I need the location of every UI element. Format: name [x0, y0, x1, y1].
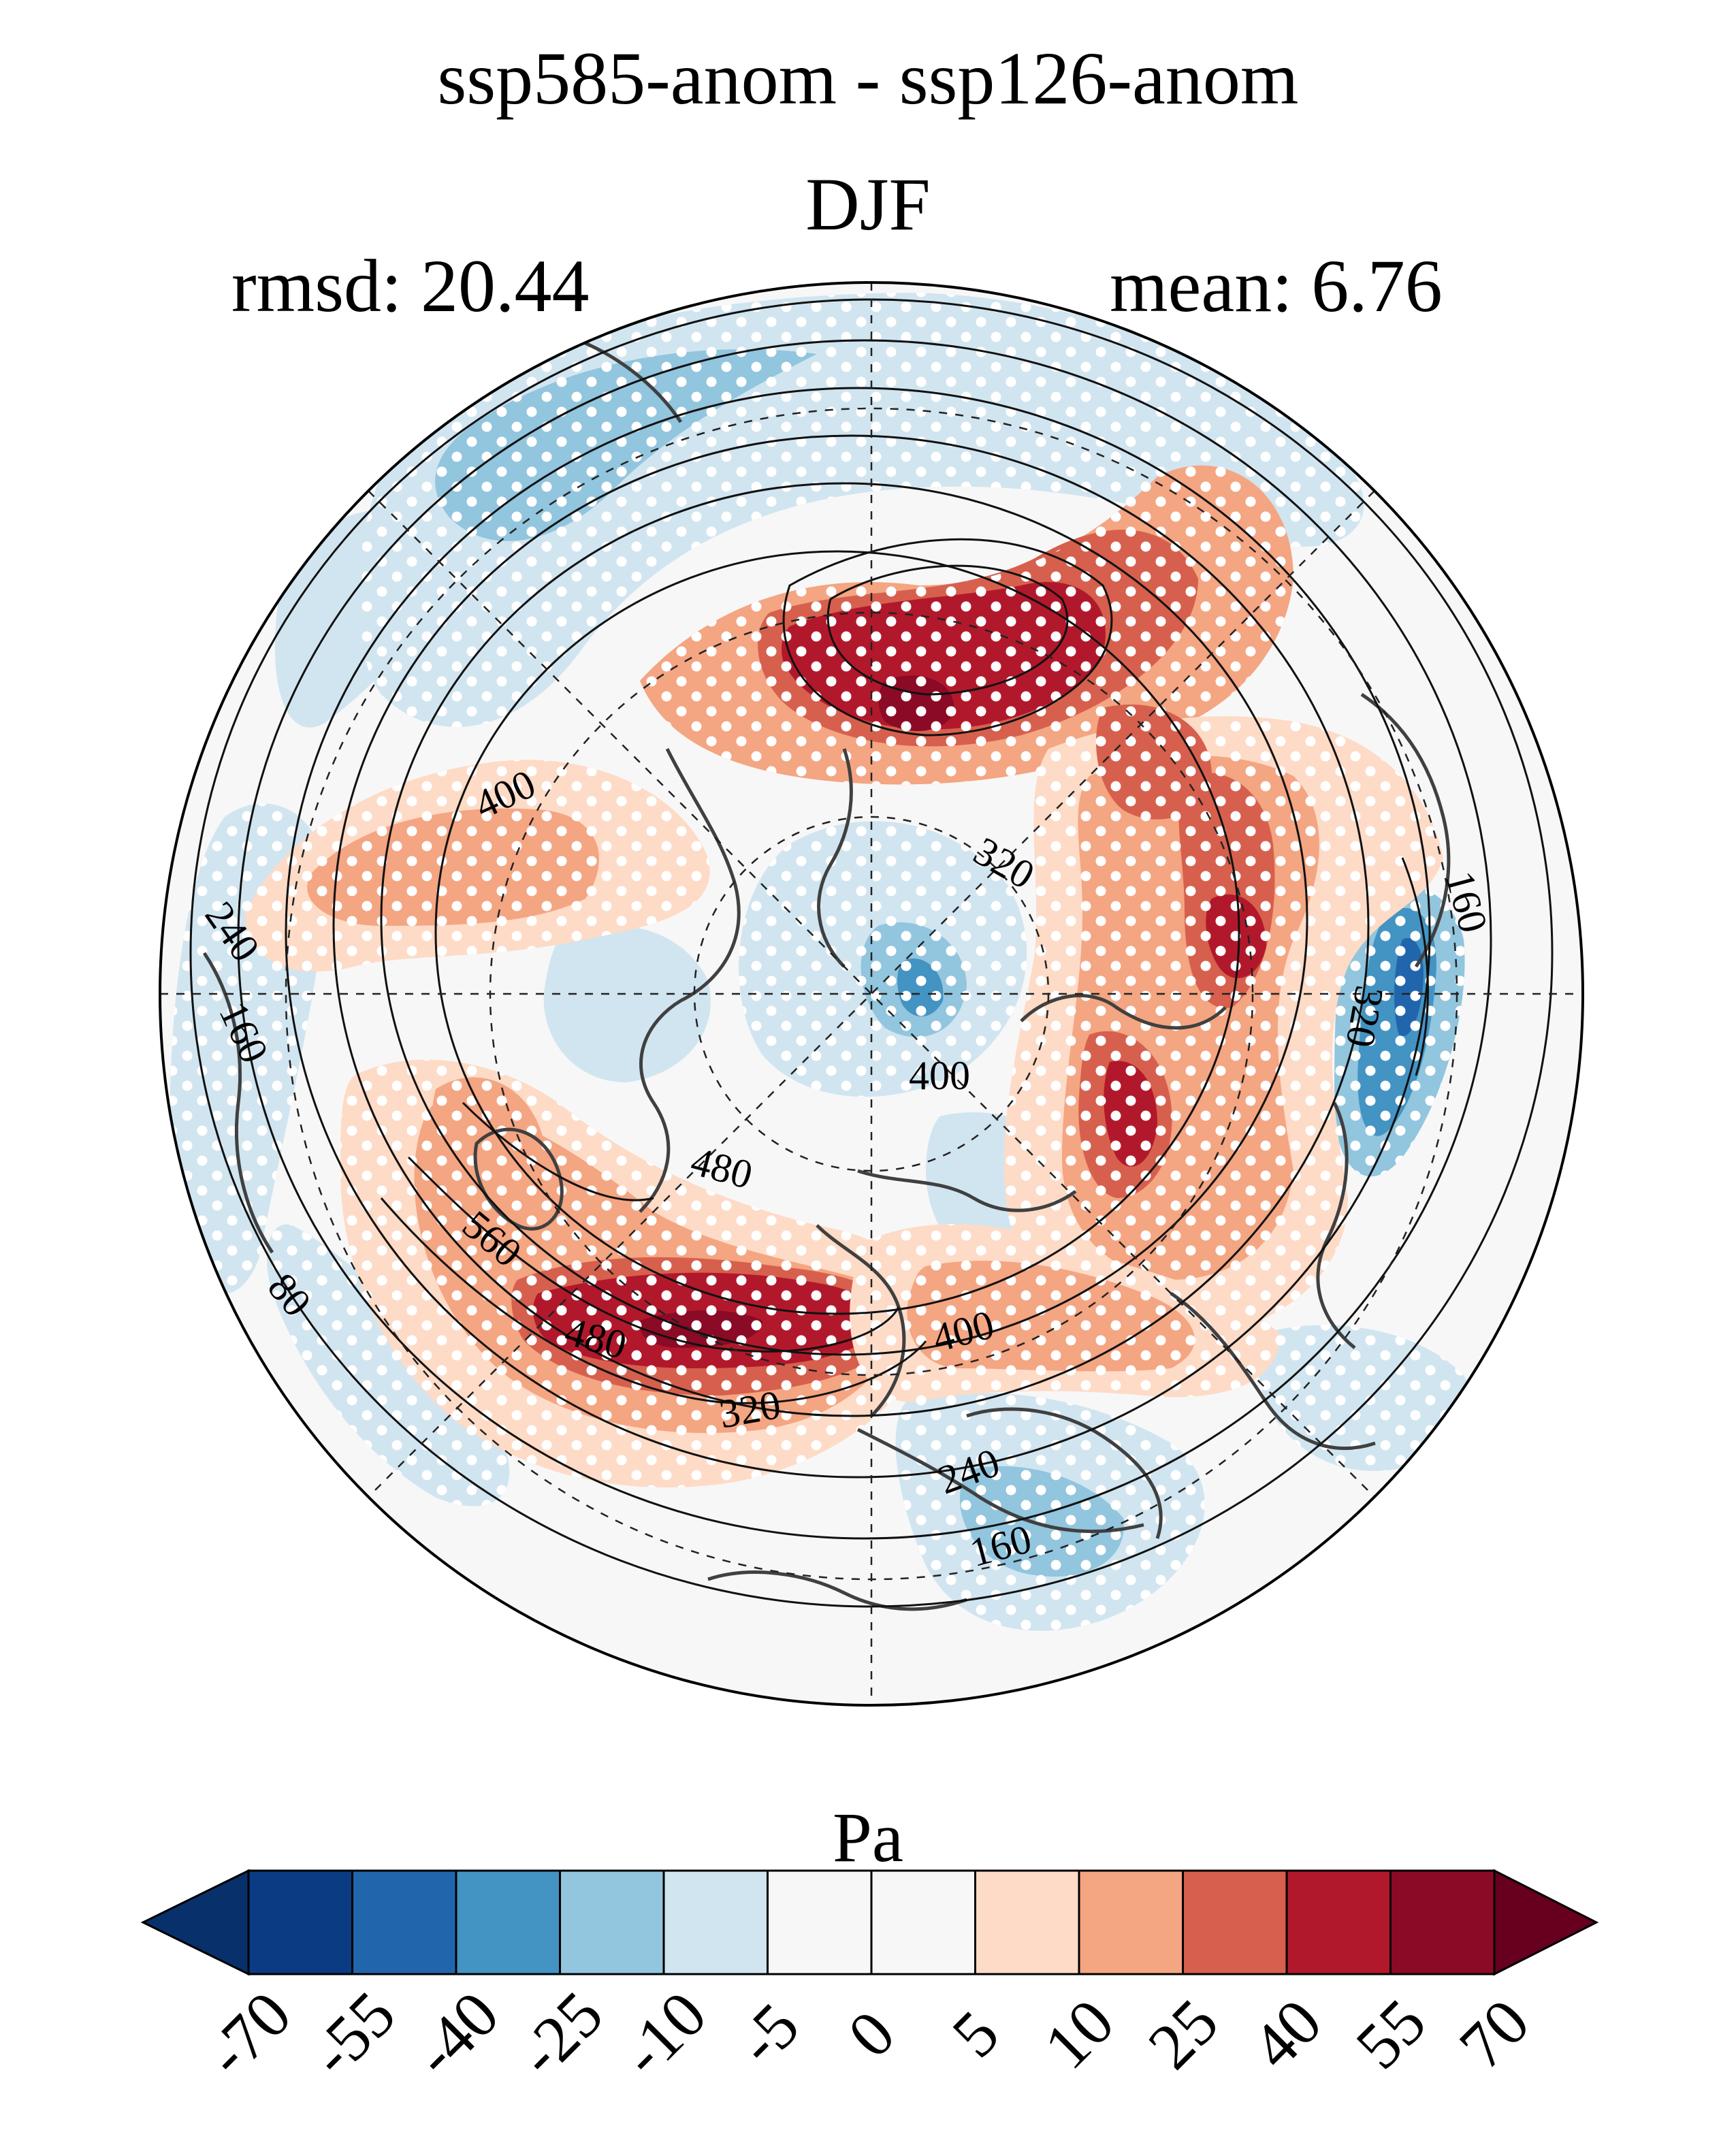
plot-title: ssp585-anom - ssp126-anom — [437, 37, 1299, 120]
colorbar-tick-label: 5 — [937, 1996, 1012, 2071]
anomaly-field — [160, 283, 1583, 1705]
mean-label: mean: 6.76 — [1110, 244, 1443, 327]
colorbar-tick-label: 40 — [1237, 1984, 1336, 2083]
colorbar-extend-min — [140, 1869, 250, 1976]
colorbar-tick-label: 10 — [1029, 1984, 1128, 2083]
colorbar-cell — [662, 1869, 769, 1975]
colorbar-cell — [1389, 1869, 1496, 1975]
colorbar-tick-label: 55 — [1341, 1984, 1439, 2083]
colorbar-extend-max — [1493, 1869, 1599, 1976]
graticule — [160, 283, 1583, 1705]
colorbar-tick-label: -10 — [607, 1977, 720, 2091]
colorbar-tick-label: 0 — [833, 1996, 909, 2071]
colorbar-tick-label: 25 — [1134, 1984, 1232, 2083]
season-label: DJF — [805, 163, 931, 246]
colorbar-cell — [351, 1869, 457, 1975]
polar-map: 400 320 240 160 80 400 480 560 480 320 4… — [159, 281, 1584, 1707]
rmsd-label: rmsd: 20.44 — [231, 244, 590, 327]
colorbar-cell — [247, 1869, 353, 1975]
colorbar-tick-label: 70 — [1445, 1984, 1543, 2083]
colorbar-cell — [559, 1869, 665, 1975]
colorbar-tick-label: -40 — [399, 1977, 513, 2091]
contour-label: 320 — [1337, 982, 1392, 1050]
colorbar-cell — [455, 1869, 561, 1975]
colorbar-units: Pa — [833, 1798, 903, 1877]
colorbar-cell — [1078, 1869, 1184, 1975]
colorbar-cell — [974, 1869, 1080, 1975]
colorbar-tick-label: -5 — [722, 1988, 813, 2079]
colorbar-cell — [767, 1869, 873, 1975]
colorbar-cell — [870, 1869, 976, 1975]
colorbar-tick-label: -70 — [191, 1977, 305, 2091]
colorbar-tick-label: -55 — [295, 1977, 409, 2091]
map-boundary — [159, 281, 1584, 1707]
colorbar-cell — [1285, 1869, 1392, 1975]
contour-label: 320 — [716, 1382, 784, 1437]
field-blue-arctic-canada — [543, 926, 711, 1082]
colorbar-tick-label: -25 — [503, 1977, 617, 2091]
colorbar-cell — [1182, 1869, 1288, 1975]
significance-stippling — [170, 293, 1471, 1631]
colorbar-cells — [140, 1869, 1599, 1976]
contour-label: 400 — [909, 1053, 970, 1098]
